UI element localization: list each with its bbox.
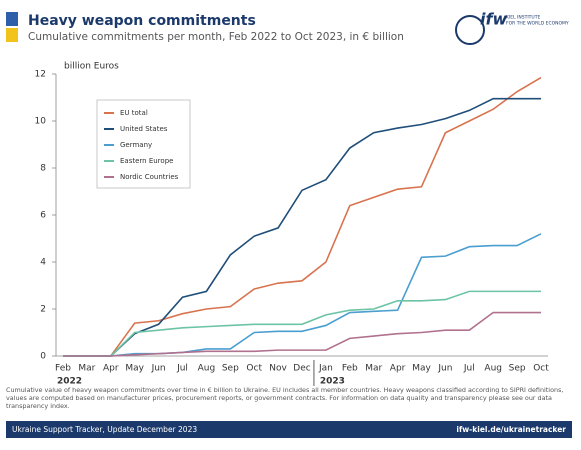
x-tick-label: Dec [293,364,310,374]
y-tick-label: 6 [40,211,46,221]
x-tick-label: Apr [103,364,119,374]
legend-label: Eastern Europe [120,157,173,165]
x-tick-label: Feb [55,364,71,374]
x-tick-label: May [125,364,144,374]
footer-bar [6,421,572,438]
y-tick-label: 0 [40,352,46,362]
x-tick-label: Mar [78,364,95,374]
logo-globe [455,15,485,45]
logo-caption: FOR THE WORLD ECONOMY [506,21,569,27]
logo-block [6,28,18,42]
legend-label: Nordic Countries [120,173,179,181]
y-tick-label: 8 [40,164,46,174]
footer-left: Ukraine Support Tracker, Update December… [12,425,197,434]
x-tick-label: Feb [342,364,358,374]
footnote: Cumulative value of heavy weapon commitm… [6,386,564,410]
chart-title: Heavy weapon commitments [28,13,256,29]
y-tick-label: 4 [40,258,46,268]
series-line [63,76,542,357]
footnote-box: Cumulative value of heavy weapon commitm… [6,386,564,410]
year-label: 2023 [320,377,345,387]
x-tick-label: Aug [198,364,216,374]
x-tick-label: Jul [463,364,475,374]
series-line [63,311,541,357]
x-tick-label: Nov [269,364,287,374]
x-tick-label: Apr [390,364,406,374]
y-axis-label: billion Euros [64,62,119,72]
x-tick-label: Sep [222,364,239,374]
footer-right: ifw-kiel.de/ukrainetracker [456,425,566,434]
logo-caption: KIEL INSTITUTE [506,15,540,21]
x-tick-label: Sep [509,364,526,374]
logo-block [6,12,18,26]
x-tick-label: Jun [151,364,166,374]
legend-label: Germany [120,141,152,149]
legend-label: United States [120,125,168,133]
x-tick-label: Jan [318,364,333,374]
chart-subtitle: Cumulative commitments per month, Feb 20… [28,31,404,43]
x-tick-label: Jun [437,364,452,374]
x-tick-label: Aug [484,364,502,374]
series-line [63,97,541,357]
legend-label: EU total [120,109,148,117]
y-tick-label: 10 [35,117,47,127]
y-tick-label: 2 [40,305,46,315]
series-line [63,290,541,357]
x-tick-label: Jul [176,364,188,374]
logo-text: ifw [480,10,507,29]
series-line [63,233,542,357]
year-label: 2022 [57,377,82,387]
x-tick-label: Mar [365,364,382,374]
x-tick-label: May [412,364,431,374]
x-tick-label: Oct [533,364,549,374]
y-tick-label: 12 [35,70,46,80]
x-tick-label: Oct [246,364,262,374]
